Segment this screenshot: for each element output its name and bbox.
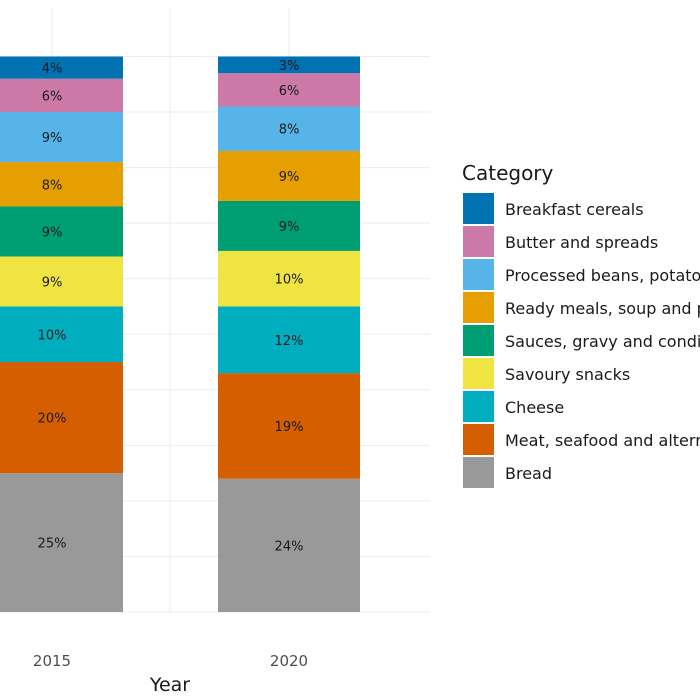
- bar-segment-2020-4: [218, 200, 360, 251]
- legend-swatch: [463, 259, 494, 290]
- data-label: 20%: [38, 412, 67, 427]
- bar-segment-2015-4: [0, 206, 123, 257]
- data-label: 9%: [42, 131, 63, 146]
- legend-swatch: [463, 457, 494, 488]
- legend-swatch: [463, 292, 494, 323]
- legend-entry: Processed beans, potato: [505, 266, 700, 285]
- legend-entry: Meat, seafood and altern: [505, 431, 700, 450]
- legend-entry: Butter and spreads: [505, 233, 658, 252]
- bar-segment-2015-3: [0, 256, 123, 307]
- bar-segment-2015-6: [0, 112, 123, 163]
- data-label: 9%: [42, 225, 63, 240]
- data-label: 25%: [38, 537, 67, 552]
- bar-segment-2015-0: [0, 473, 123, 612]
- data-label: 10%: [275, 273, 304, 288]
- legend-swatch: [463, 391, 494, 422]
- legend: Category Breakfast cereals Butter and spr…: [462, 161, 700, 488]
- legend-entry: Ready meals, soup and p: [505, 299, 700, 318]
- data-label: 6%: [42, 89, 63, 104]
- data-label: 8%: [42, 178, 63, 193]
- bar-segment-2015-5: [0, 162, 123, 207]
- legend-items: Breakfast cereals Butter and spreads Proce…: [463, 193, 700, 488]
- x-axis-title: Year: [149, 674, 190, 696]
- bar-segment-2015-7: [0, 78, 123, 113]
- bar-segment-2020-2: [218, 306, 360, 374]
- legend-swatch: [463, 193, 494, 224]
- legend-title: Category: [462, 161, 554, 185]
- legend-entry: Bread: [505, 464, 552, 483]
- data-label: 3%: [279, 59, 300, 74]
- legend-swatch: [463, 226, 494, 257]
- bar-segment-2020-5: [218, 150, 360, 201]
- bar-segment-2015-1: [0, 362, 123, 474]
- data-label: 9%: [279, 170, 300, 185]
- legend-entry: Breakfast cereals: [505, 200, 644, 219]
- bar-segment-2020-8: [218, 56, 360, 74]
- bar-segment-2015-8: [0, 56, 123, 79]
- data-label: 6%: [279, 84, 300, 99]
- data-label: 9%: [42, 275, 63, 290]
- legend-entry: Cheese: [505, 398, 564, 417]
- x-axis-ticks: 2015 2020: [33, 652, 308, 670]
- bar-segment-2015-2: [0, 306, 123, 363]
- legend-entry: Sauces, gravy and condi: [505, 332, 700, 351]
- bar-segment-2020-6: [218, 106, 360, 151]
- x-tick-label: 2020: [270, 652, 308, 670]
- bar-segment-2020-3: [218, 250, 360, 307]
- x-tick-label: 2015: [33, 652, 71, 670]
- data-label: 9%: [279, 220, 300, 235]
- data-label: 10%: [38, 328, 67, 343]
- legend-entry: Savoury snacks: [505, 365, 630, 384]
- data-label: 8%: [279, 123, 300, 138]
- data-label: 12%: [275, 334, 304, 349]
- legend-swatch: [463, 424, 494, 455]
- data-label: 19%: [275, 420, 304, 435]
- bar-segment-2020-7: [218, 73, 360, 107]
- bar-segment-2020-1: [218, 373, 360, 479]
- bar-segment-2020-0: [218, 478, 360, 612]
- bars: 25% 20% 10% 9% 9% 8% 9% 6% 4% 24% 19% 12% 10% 9% 9% 8% 6…: [0, 56, 360, 612]
- data-label: 4%: [42, 62, 63, 77]
- legend-swatch: [463, 358, 494, 389]
- legend-swatch: [463, 325, 494, 356]
- data-label: 24%: [275, 539, 304, 554]
